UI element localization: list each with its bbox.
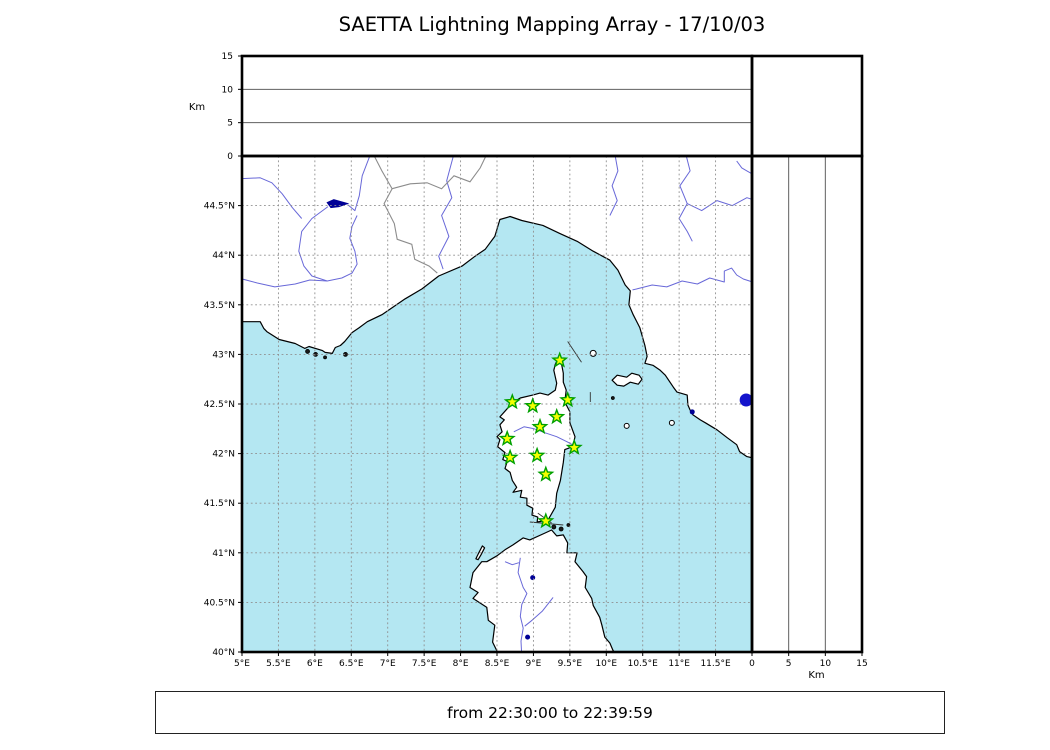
km-axis-label-bottom: Km: [808, 670, 824, 681]
km-axis-label-left: Km: [189, 102, 205, 113]
lat-tick-label: 41.5°N: [204, 499, 235, 509]
country-border-line: [391, 156, 487, 190]
lon-tick-label: 5.5°E: [266, 659, 291, 669]
altitude-tick-label: 10: [222, 85, 234, 95]
altitude-right-panel: [752, 156, 862, 652]
island-maddalena-2: [558, 526, 564, 532]
island-islet-tyrrhenian: [610, 396, 615, 400]
lake-orbetello-lagoon: [689, 409, 695, 415]
station-star: [551, 351, 569, 368]
lat-tick-label: 40.5°N: [204, 598, 235, 608]
station-star: [501, 448, 519, 465]
river-line: [524, 597, 554, 627]
right-panel-bg: [752, 156, 862, 652]
lat-tick-label: 40°N: [212, 648, 235, 658]
lat-tick-label: 43°N: [212, 350, 235, 360]
lake-lake-sardinia-north: [530, 575, 536, 581]
island-hyeres-3: [323, 355, 327, 360]
river-line: [513, 426, 575, 447]
altitude-tick-label: 15: [856, 659, 867, 669]
river-line: [242, 278, 328, 288]
axis-labels: 5°E 5.5°E 6°E 6.5°E 7°E 7.5°E 8°E 8.5°E 9°E 9.5°E…: [189, 52, 868, 681]
island-maddalena-1: [551, 524, 557, 530]
station-star: [503, 392, 521, 410]
river-line: [517, 557, 528, 652]
sea-line-segment: [567, 341, 582, 363]
lat-tick-label: 44.5°N: [204, 202, 235, 212]
lat-tick-label: 43.5°N: [204, 301, 235, 311]
lon-tick-label: 9°E: [525, 659, 541, 669]
lat-tick-label: 42.5°N: [204, 400, 235, 410]
altitude-tick-label: 0: [227, 152, 233, 162]
lat-tick-label: 44°N: [212, 251, 235, 261]
lon-tick-label: 8.5°E: [485, 659, 510, 669]
lon-tick-label: 10.5°E: [628, 659, 659, 669]
river-line: [632, 267, 752, 291]
station-star: [565, 438, 583, 455]
river-line: [347, 156, 371, 212]
lon-tick-label: 6.5°E: [339, 659, 364, 669]
right-panel-frame: [750, 154, 864, 654]
lon-tick-label: 7°E: [380, 659, 396, 669]
lake-serre-poncon: [326, 199, 350, 209]
station-star: [524, 396, 542, 414]
lat-tick-label: 42°N: [212, 450, 235, 460]
altitude-tick-label: 5: [786, 659, 792, 669]
station-star: [559, 391, 577, 408]
lake-lake-sardinia-south: [525, 634, 531, 640]
corner-panel-bg: [752, 56, 862, 156]
lon-tick-label: 8°E: [453, 659, 469, 669]
station-star: [537, 465, 555, 482]
time-range-label: from 22:30:00 to 22:39:59: [447, 703, 653, 722]
lon-tick-label: 11.5°E: [700, 659, 731, 669]
station-star: [498, 429, 516, 447]
figure-title: SAETTA Lightning Mapping Array - 17/10/0…: [338, 13, 766, 36]
island-giglio: [668, 419, 675, 426]
altitude-tick-label: 15: [222, 52, 233, 62]
river-line: [504, 561, 520, 566]
station-star: [548, 407, 566, 425]
lat-tick-label: 41°N: [212, 549, 235, 559]
stations-group: [498, 351, 583, 529]
island-hyeres-1: [305, 349, 310, 354]
altitude-top-panel: [242, 56, 752, 156]
map-panel: [242, 156, 752, 652]
station-star: [537, 512, 555, 529]
map-figure-svg: 5°E 5.5°E 6°E 6.5°E 7°E 7.5°E 8°E 8.5°E 9°E 9.5°E…: [189, 52, 868, 681]
lon-tick-label: 6°E: [307, 659, 323, 669]
country-border-line: [373, 156, 438, 274]
altitude-tick-label: 5: [227, 119, 233, 129]
time-range-box: from 22:30:00 to 22:39:59: [155, 691, 945, 734]
lon-tick-label: 5°E: [234, 659, 250, 669]
island-capraia: [589, 349, 597, 357]
station-star: [528, 446, 546, 463]
lon-tick-label: 7.5°E: [412, 659, 437, 669]
altitude-tick-label: 0: [749, 659, 755, 669]
lon-tick-label: 10°E: [595, 659, 617, 669]
island-maddalena-3: [566, 523, 571, 527]
river-line: [686, 197, 752, 212]
river-line: [298, 206, 358, 282]
lon-tick-label: 9.5°E: [558, 659, 583, 669]
island-pianosa: [623, 422, 630, 429]
top-panel-bg: [242, 56, 752, 156]
station-star: [531, 417, 549, 435]
coastline-corsica: [496, 357, 576, 523]
river-line: [438, 156, 454, 270]
river-line: [242, 177, 303, 219]
altitude-tick-label: 10: [820, 659, 832, 669]
coastline-sardinia: [469, 529, 615, 652]
river-line: [609, 156, 619, 216]
coastline-elba: [611, 372, 643, 387]
coastline-mainland-europe: [242, 156, 752, 459]
lightning-source-dot: [739, 393, 752, 407]
corner-panel: [752, 56, 862, 156]
lon-tick-label: 11°E: [668, 659, 690, 669]
